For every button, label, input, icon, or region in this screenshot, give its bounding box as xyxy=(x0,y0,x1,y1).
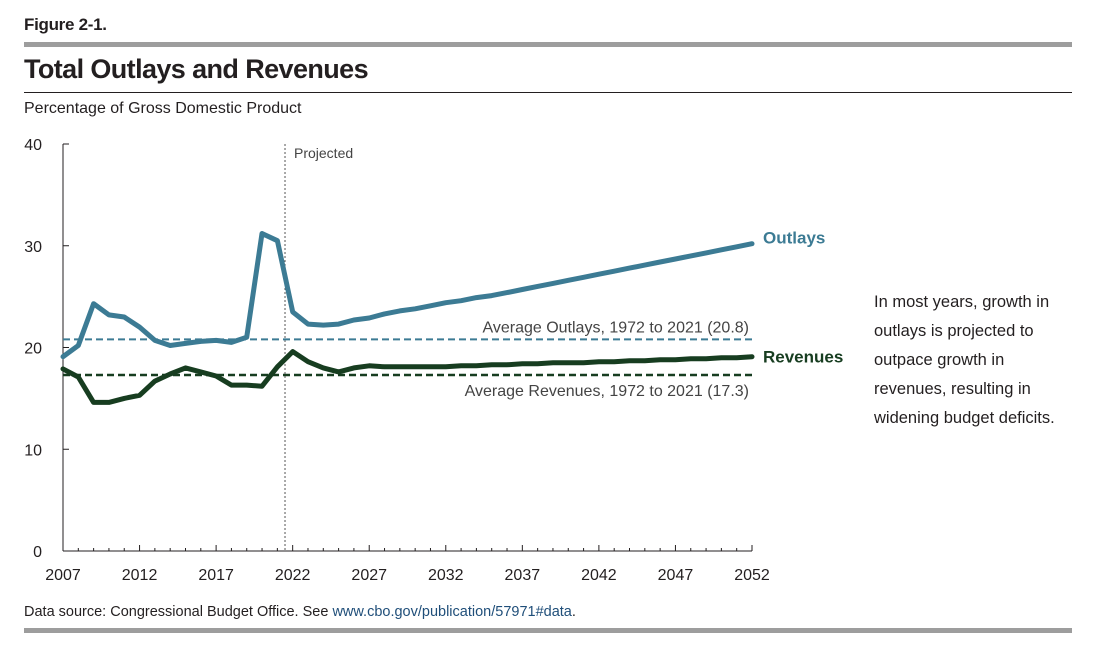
bottom-rule xyxy=(24,628,1072,633)
y-tick-label: 0 xyxy=(33,544,42,561)
chart-title: Total Outlays and Revenues xyxy=(24,54,369,84)
average-line-label: Average Revenues, 1972 to 2021 (17.3) xyxy=(465,383,749,400)
figure-label: Figure 2-1. xyxy=(24,15,107,34)
x-tick-label: 2052 xyxy=(734,567,770,584)
series-label-outlays: Outlays xyxy=(763,229,825,248)
x-tick-label: 2042 xyxy=(581,567,617,584)
average-line-label: Average Outlays, 1972 to 2021 (20.8) xyxy=(482,319,749,336)
source-link[interactable]: www.cbo.gov/publication/57971#data xyxy=(332,604,572,620)
chart-subtitle: Percentage of Gross Domestic Product xyxy=(24,100,302,117)
x-tick-label: 2027 xyxy=(351,567,387,584)
projection-label: Projected xyxy=(294,145,353,161)
x-tick-label: 2037 xyxy=(505,567,541,584)
series-line-revenues xyxy=(60,349,755,405)
series-line-outlays xyxy=(60,231,755,360)
y-tick-label: 40 xyxy=(24,137,42,154)
title-rule xyxy=(24,92,1072,93)
source-end: . xyxy=(571,604,576,620)
x-tick-label: 2022 xyxy=(275,567,311,584)
source-text: Data source: Congressional Budget Office… xyxy=(24,604,333,620)
data-source: Data source: Congressional Budget Office… xyxy=(24,604,576,620)
y-tick-label: 20 xyxy=(24,341,42,358)
x-tick-label: 2012 xyxy=(122,567,158,584)
annotation-text: In most years, growth in outlays is proj… xyxy=(874,293,1055,427)
top-rule xyxy=(24,42,1072,47)
x-tick-label: 2032 xyxy=(428,567,464,584)
x-tick-label: 2007 xyxy=(45,567,81,584)
x-tick-label: 2047 xyxy=(658,567,694,584)
y-tick-label: 10 xyxy=(24,442,42,459)
y-tick-label: 30 xyxy=(24,239,42,256)
series-label-revenues: Revenues xyxy=(763,348,843,367)
x-tick-label: 2017 xyxy=(198,567,234,584)
